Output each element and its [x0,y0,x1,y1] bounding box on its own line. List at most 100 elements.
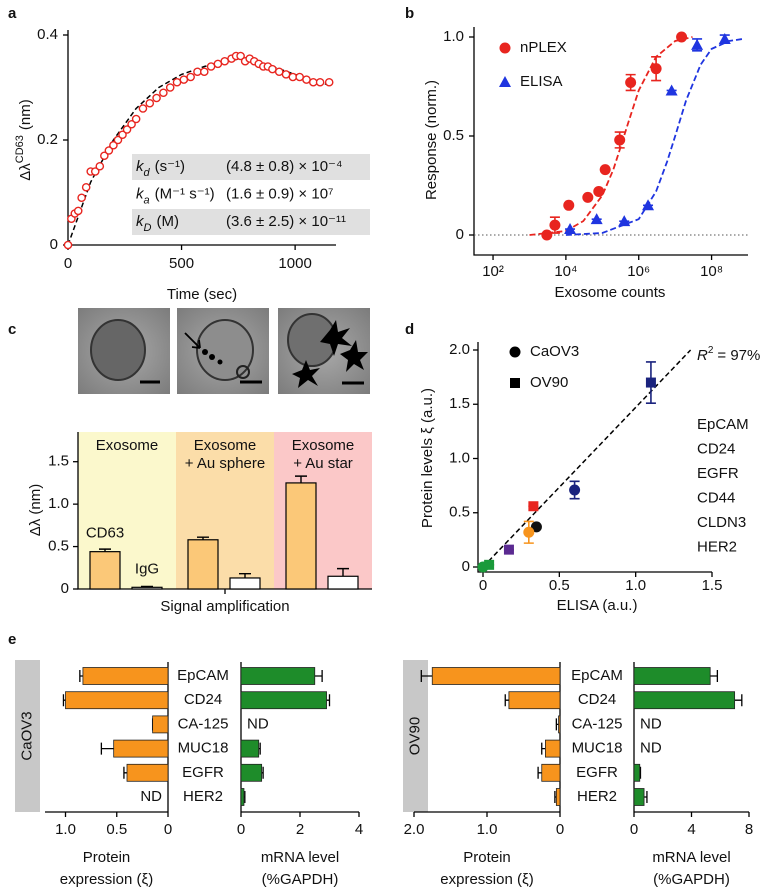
error-bar [537,766,542,779]
legend-label: ELISA [520,73,563,90]
region-label: Exosome [96,437,159,454]
point [593,185,605,197]
y-tick-label: 0.5 [443,127,464,144]
category-label: HER2 [577,788,617,805]
x-tick-label: 0 [556,821,564,838]
point [104,146,114,155]
error-bar [541,742,546,755]
x-tick-label: 0.5 [549,577,570,594]
error-bar [79,670,83,682]
bar [126,763,169,782]
bar [285,482,317,590]
param-symbol: k [136,213,145,230]
point [563,199,575,211]
category-label: MUC18 [572,740,623,757]
region-label: Exosome [292,437,355,454]
point [73,206,83,216]
fit-line [565,38,743,236]
error-bar [420,670,433,682]
point [77,193,86,203]
x-tick-label: 500 [169,255,194,272]
color-legend-label: HER2 [697,538,737,555]
bar [633,788,645,806]
series-label: CD63 [86,525,124,542]
y-tick-label: 0 [61,580,69,597]
annotation-sup: 2 [708,345,714,356]
x-tick-label: 0 [64,255,72,272]
point [676,31,688,43]
category-label: EGFR [576,764,618,781]
panel-letter: c [8,321,16,338]
point [145,98,155,108]
y-tick-label: 2.0 [449,341,470,358]
point [582,191,594,203]
point [109,140,118,150]
error-bar [504,694,509,707]
point [590,213,603,225]
bar [431,667,561,685]
x-tick-label: 4 [687,821,695,838]
y-tick-label: 0.2 [37,131,58,148]
bar [240,739,260,758]
y-axis-label: Protein levels ξ (a.u.) [419,388,436,528]
category-label: CA-125 [178,715,229,732]
y-tick-label: 1.0 [443,28,464,45]
param-symbol: k [136,158,145,175]
param-value: (1.6 ± 0.9) × 10⁷ [226,185,333,202]
value-label: ND [640,715,662,732]
fit-line [529,36,693,236]
bar [229,577,261,590]
bar [89,551,121,590]
y-tick-label: 0 [50,236,58,253]
series-label: IgG [135,560,159,577]
y-tick-label: 1.5 [48,453,69,470]
point [131,114,141,124]
vesicle [236,365,250,379]
legend-label: OV90 [530,374,568,391]
error-bar [734,694,743,707]
table-row-bg [132,154,370,180]
x-tick-label: 4 [355,821,363,838]
y-tick-label: 0 [462,558,470,575]
point [95,161,105,171]
param-sub: a [144,194,150,206]
bar [113,739,169,758]
point [541,229,553,241]
point [718,32,731,44]
x-axis-label: expression (ξ) [440,871,533,888]
point [503,544,514,555]
param-label: kd (s⁻¹) [136,158,185,179]
x-axis-label: Protein [83,849,131,866]
annotation: R2 = 97% [697,345,760,364]
point [599,164,611,176]
x-tick-label: 0 [630,821,638,838]
error-bar [326,694,331,707]
axes [477,342,712,573]
point [186,72,195,82]
y-tick-label: 1.0 [449,449,470,466]
x-axis-label: (%GAPDH) [262,871,339,888]
bar [633,763,641,782]
color-legend-label: CD24 [697,440,735,457]
error-bar [239,573,251,578]
x-tick-label: 0.5 [106,821,127,838]
group-box [15,660,40,812]
y-tick-label: 0.5 [449,504,470,521]
param-unit: (M⁻¹ s⁻¹) [155,185,215,202]
point [100,151,109,161]
error-bar [337,567,349,577]
error-bar [100,742,114,755]
point [199,67,209,77]
x-tick-label: 10⁶ [627,263,650,280]
value-label: ND [247,715,269,732]
legend-marker [499,42,511,54]
point [138,104,148,113]
point [642,199,655,211]
tem-images [78,308,370,394]
au-star [320,320,352,356]
point [113,135,123,145]
point [691,38,704,50]
x-axis-label: Time (sec) [167,286,237,303]
category-label: HER2 [183,788,223,805]
